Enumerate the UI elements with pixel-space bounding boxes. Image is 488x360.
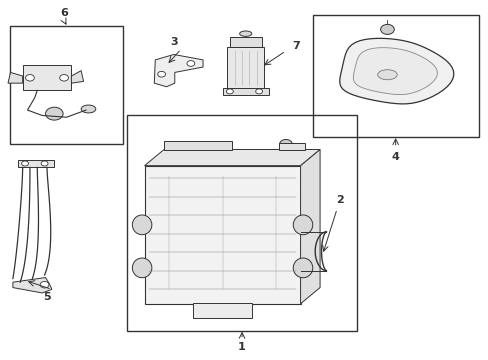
Circle shape <box>279 139 292 149</box>
Text: 6: 6 <box>60 8 68 18</box>
Bar <box>278 143 305 149</box>
Bar <box>227 47 264 89</box>
Circle shape <box>41 161 48 166</box>
Bar <box>222 88 268 95</box>
Polygon shape <box>300 149 320 304</box>
Ellipse shape <box>293 258 312 278</box>
Circle shape <box>158 71 165 77</box>
Ellipse shape <box>81 105 96 113</box>
Bar <box>312 15 478 137</box>
Polygon shape <box>154 54 203 87</box>
Text: 7: 7 <box>291 41 299 50</box>
Ellipse shape <box>132 258 152 278</box>
Polygon shape <box>144 149 320 166</box>
Bar <box>163 140 232 149</box>
Polygon shape <box>8 72 22 83</box>
Polygon shape <box>339 39 453 104</box>
Bar <box>18 159 54 167</box>
Circle shape <box>45 107 63 120</box>
Circle shape <box>40 282 49 288</box>
Bar <box>10 26 122 144</box>
Polygon shape <box>13 278 52 293</box>
Bar <box>22 65 71 90</box>
Bar <box>193 303 251 318</box>
Circle shape <box>380 24 393 35</box>
Text: 4: 4 <box>391 152 399 162</box>
Text: 1: 1 <box>238 342 245 352</box>
Ellipse shape <box>132 215 152 235</box>
Ellipse shape <box>239 31 251 36</box>
Text: 3: 3 <box>170 37 177 47</box>
Circle shape <box>255 89 262 94</box>
Circle shape <box>226 89 233 94</box>
Circle shape <box>25 75 34 81</box>
Bar <box>229 37 261 47</box>
Text: 2: 2 <box>335 195 343 205</box>
Circle shape <box>60 75 68 81</box>
Ellipse shape <box>293 215 312 235</box>
Circle shape <box>21 161 28 166</box>
Bar <box>127 116 356 330</box>
Circle shape <box>186 60 194 66</box>
Text: 5: 5 <box>43 292 51 302</box>
Ellipse shape <box>377 70 396 80</box>
Polygon shape <box>353 48 436 95</box>
Bar <box>144 166 300 304</box>
Polygon shape <box>71 71 83 83</box>
